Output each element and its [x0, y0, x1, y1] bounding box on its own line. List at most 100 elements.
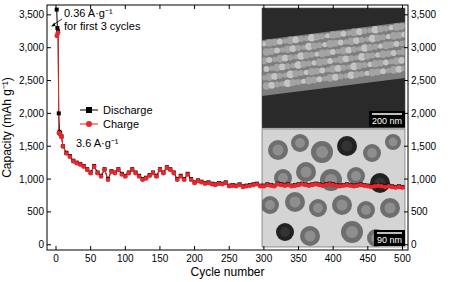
marker-square — [151, 170, 155, 174]
tem-particle — [309, 199, 327, 217]
x-tick-top — [125, 5, 126, 9]
sem-grain — [264, 66, 270, 72]
tem-particle-core — [337, 200, 348, 211]
marker-square — [158, 167, 162, 171]
sem-grain — [319, 33, 325, 39]
marker-square — [92, 164, 96, 168]
y-tick — [47, 211, 51, 212]
sem-grain — [288, 54, 294, 60]
y2-tick — [404, 146, 408, 147]
x-tick — [402, 246, 403, 250]
marker-square — [400, 185, 404, 189]
x-tick-label: 250 — [221, 253, 238, 264]
tem-particle-core — [361, 205, 371, 215]
marker-circle — [161, 171, 166, 176]
sem-grain — [327, 58, 333, 64]
tem-particle-core — [346, 226, 358, 238]
marker-square — [172, 170, 176, 174]
y2-tick — [404, 211, 408, 212]
x-tick — [333, 246, 334, 250]
x-tick — [56, 246, 57, 250]
x-tick-label: 150 — [152, 253, 169, 264]
scale-bar-box — [369, 111, 405, 127]
legend-marker — [86, 107, 92, 113]
marker-circle — [56, 30, 61, 35]
y2-tick-label: 500 — [411, 206, 428, 217]
marker-square — [106, 177, 110, 181]
marker-square — [154, 174, 158, 178]
sem-grain — [317, 76, 323, 82]
y-tick-label: 1,500 — [19, 141, 44, 152]
tem-particle — [385, 134, 401, 150]
y-tick-label: 3,000 — [19, 42, 44, 53]
marker-square — [89, 170, 93, 174]
sem-grain — [298, 70, 304, 76]
marker-square — [255, 182, 259, 186]
tem-particle-core — [385, 203, 396, 214]
marker-circle — [92, 164, 97, 169]
y2-tick-label: 3,500 — [411, 9, 436, 20]
y2-tick-label: 3,000 — [411, 42, 436, 53]
sem-grain — [298, 36, 304, 42]
tem-particle — [262, 196, 279, 214]
tem-particle-core — [278, 173, 288, 183]
annotation: for first 3 cycles — [64, 20, 141, 32]
tem-image — [262, 129, 405, 247]
tem-particle-core — [280, 227, 290, 237]
y2-tick — [404, 14, 408, 15]
sem-grain — [372, 44, 378, 50]
sem-grain — [338, 74, 344, 80]
marker-circle — [59, 135, 64, 140]
sem-grain — [309, 52, 315, 58]
tem-particle-core — [316, 146, 328, 158]
data — [54, 8, 404, 190]
y2-tick-label: 1,000 — [411, 174, 436, 185]
tem-particle — [285, 192, 305, 212]
marker-circle — [185, 172, 190, 177]
x-tick-label: 0 — [53, 253, 59, 264]
sem-grain — [359, 37, 365, 43]
y2-tick — [404, 179, 408, 180]
sem-background — [262, 8, 405, 128]
marker-circle — [151, 171, 156, 176]
marker-circle — [189, 177, 194, 182]
tem-particle-core — [265, 200, 275, 210]
sem-grain — [383, 59, 389, 65]
marker-square — [71, 159, 75, 163]
tem-particle — [380, 198, 400, 218]
scale-bar-label: 200 nm — [372, 116, 402, 126]
marker-square — [61, 144, 65, 148]
sem-grain — [391, 50, 397, 56]
marker-circle — [130, 168, 135, 173]
tem-background — [262, 129, 405, 247]
y-axis-title: Capacity (mAh g⁻¹) — [0, 77, 14, 178]
marker-square — [120, 172, 124, 176]
sem-grain — [351, 46, 357, 52]
marker-circle — [88, 171, 93, 176]
marker-square — [134, 170, 138, 174]
x-tick-top — [194, 5, 195, 9]
marker-circle — [175, 177, 180, 182]
marker-circle — [64, 151, 69, 156]
tem-particle-core — [273, 145, 284, 156]
marker-square — [238, 182, 242, 186]
tem-particle-core — [305, 231, 316, 242]
sem-grain — [266, 57, 272, 63]
tem-particle-core — [301, 167, 312, 178]
tem-particle-core — [389, 138, 398, 147]
x-tick-label: 500 — [394, 253, 411, 264]
marker-square — [85, 167, 89, 171]
marker-square — [165, 165, 169, 169]
scale-bar: 90 nm — [374, 230, 405, 246]
sem-grain — [380, 34, 386, 40]
marker-square — [127, 170, 131, 174]
x-tick — [298, 246, 299, 250]
sem-grain — [394, 41, 400, 47]
marker-square — [186, 172, 190, 176]
scale-bar-line — [377, 232, 402, 234]
x-tick-top — [298, 5, 299, 9]
y-tick-label: 2,000 — [19, 108, 44, 119]
marker-square — [137, 174, 141, 178]
y-tick — [47, 14, 51, 15]
marker-circle — [133, 171, 138, 176]
